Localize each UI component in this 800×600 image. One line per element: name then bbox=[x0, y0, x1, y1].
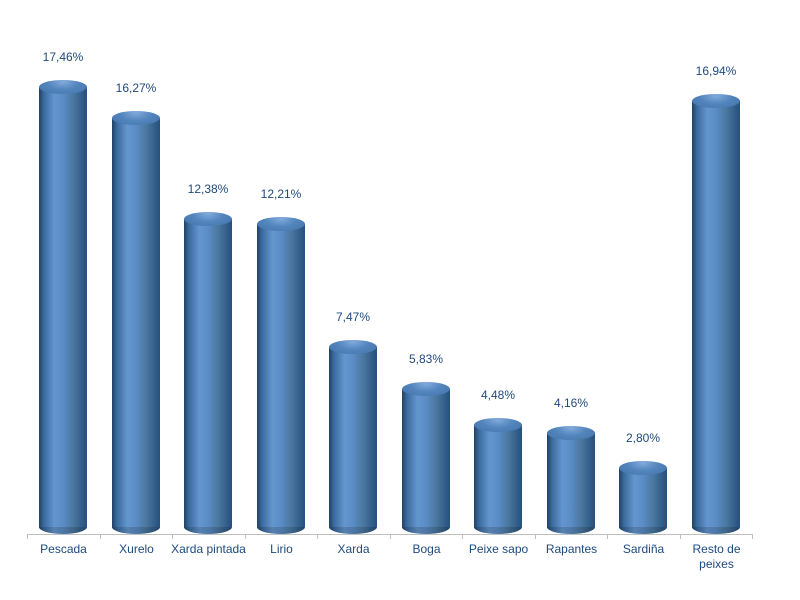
cylinder-bar bbox=[39, 80, 87, 534]
data-label: 17,46% bbox=[42, 50, 84, 64]
axis-tick bbox=[245, 534, 246, 539]
data-label: 4,48% bbox=[480, 388, 516, 402]
cylinder-top-cap bbox=[547, 426, 595, 440]
category-label: Xarda pintada bbox=[171, 542, 246, 556]
cylinder-body bbox=[402, 389, 450, 527]
cylinder-top-cap bbox=[184, 212, 232, 226]
category-label: Boga bbox=[412, 542, 441, 556]
x-axis-line bbox=[27, 534, 752, 535]
axis-tick bbox=[462, 534, 463, 539]
data-label: 2,80% bbox=[625, 431, 661, 445]
axis-tick bbox=[100, 534, 101, 539]
axis-tick bbox=[317, 534, 318, 539]
data-label: 16,94% bbox=[695, 64, 737, 78]
data-label: 5,83% bbox=[408, 352, 444, 366]
category-label: Sardiña bbox=[622, 542, 665, 556]
cylinder-body bbox=[112, 118, 160, 527]
axis-tick bbox=[535, 534, 536, 539]
cylinder-top-cap bbox=[112, 111, 160, 125]
category-label: Pescada bbox=[40, 542, 87, 556]
cylinder-body bbox=[619, 468, 667, 527]
cylinder-bar bbox=[257, 217, 305, 534]
cylinder-top-cap bbox=[619, 461, 667, 475]
cylinder-bar bbox=[329, 340, 377, 534]
category-label: Peixe sapo bbox=[468, 542, 529, 556]
cylinder-body bbox=[692, 101, 740, 527]
cylinder-bar bbox=[474, 418, 522, 534]
cylinder-body bbox=[474, 425, 522, 527]
axis-tick bbox=[607, 534, 608, 539]
category-label: Resto de peixes bbox=[692, 542, 741, 571]
cylinder-top-cap bbox=[474, 418, 522, 432]
data-label: 4,16% bbox=[553, 396, 589, 410]
category-label: Xurelo bbox=[119, 542, 154, 556]
cylinder-body bbox=[547, 433, 595, 527]
cylinder-bar bbox=[112, 111, 160, 534]
category-label: Rapantes bbox=[545, 542, 598, 556]
cylinder-bar bbox=[547, 426, 595, 534]
axis-tick bbox=[752, 534, 753, 539]
cylinder-top-cap bbox=[402, 382, 450, 396]
data-label: 7,47% bbox=[335, 310, 371, 324]
axis-tick bbox=[390, 534, 391, 539]
axis-tick bbox=[27, 534, 28, 539]
data-label: 16,27% bbox=[115, 81, 157, 95]
data-label: 12,21% bbox=[260, 187, 302, 201]
cylinder-bar bbox=[619, 461, 667, 534]
cylinder-bar bbox=[402, 382, 450, 534]
cylinder-bar bbox=[692, 94, 740, 534]
cylinder-body bbox=[257, 224, 305, 527]
category-label: Lirio bbox=[270, 542, 293, 556]
cylinder-body bbox=[329, 347, 377, 527]
cylinder-body bbox=[39, 87, 87, 527]
cylinder-top-cap bbox=[692, 94, 740, 108]
axis-tick bbox=[172, 534, 173, 539]
category-label: Xarda bbox=[337, 542, 370, 556]
axis-tick bbox=[680, 534, 681, 539]
cylinder-top-cap bbox=[39, 80, 87, 94]
cylinder-body bbox=[184, 219, 232, 527]
cylinder-top-cap bbox=[329, 340, 377, 354]
cylinder-top-cap bbox=[257, 217, 305, 231]
data-label: 12,38% bbox=[187, 182, 229, 196]
cylinder-bar bbox=[184, 212, 232, 534]
